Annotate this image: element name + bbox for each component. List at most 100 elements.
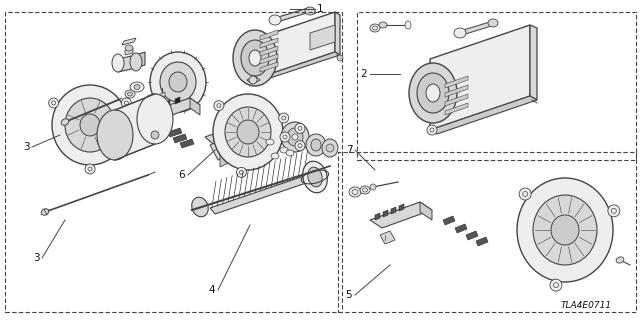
Polygon shape xyxy=(445,85,468,97)
Ellipse shape xyxy=(80,114,100,136)
Polygon shape xyxy=(210,140,230,160)
Ellipse shape xyxy=(122,98,131,108)
Ellipse shape xyxy=(49,98,59,108)
Ellipse shape xyxy=(308,167,322,187)
Ellipse shape xyxy=(280,147,288,153)
Polygon shape xyxy=(430,25,530,130)
Ellipse shape xyxy=(426,84,440,102)
Ellipse shape xyxy=(519,188,531,200)
Ellipse shape xyxy=(233,30,277,86)
Polygon shape xyxy=(310,25,335,50)
Ellipse shape xyxy=(305,7,315,15)
Ellipse shape xyxy=(137,94,173,144)
Text: 3: 3 xyxy=(22,142,29,152)
Polygon shape xyxy=(252,52,340,83)
Ellipse shape xyxy=(169,72,187,92)
Ellipse shape xyxy=(409,63,457,123)
Polygon shape xyxy=(122,38,136,45)
Ellipse shape xyxy=(241,40,269,76)
Polygon shape xyxy=(275,8,310,22)
Text: 6: 6 xyxy=(179,170,186,180)
Text: TLA4E0711: TLA4E0711 xyxy=(561,301,612,310)
Polygon shape xyxy=(370,202,432,228)
Ellipse shape xyxy=(360,186,370,194)
Text: 4: 4 xyxy=(209,285,215,295)
Ellipse shape xyxy=(61,119,68,125)
Polygon shape xyxy=(335,12,340,55)
Ellipse shape xyxy=(160,62,196,102)
Polygon shape xyxy=(260,62,278,72)
Ellipse shape xyxy=(287,128,303,146)
Ellipse shape xyxy=(249,76,257,84)
Polygon shape xyxy=(455,224,467,233)
Polygon shape xyxy=(168,128,182,137)
Polygon shape xyxy=(230,128,238,145)
Ellipse shape xyxy=(292,134,298,140)
Ellipse shape xyxy=(337,55,343,61)
Polygon shape xyxy=(173,134,187,143)
Polygon shape xyxy=(391,207,396,214)
Polygon shape xyxy=(118,55,136,72)
Polygon shape xyxy=(430,96,537,134)
Polygon shape xyxy=(247,76,260,84)
Polygon shape xyxy=(175,97,180,104)
Text: 7: 7 xyxy=(346,145,352,155)
Ellipse shape xyxy=(65,98,115,152)
Ellipse shape xyxy=(550,279,562,291)
Polygon shape xyxy=(380,231,395,244)
Ellipse shape xyxy=(130,82,144,92)
Ellipse shape xyxy=(295,141,305,151)
Polygon shape xyxy=(125,48,133,55)
Ellipse shape xyxy=(266,139,274,145)
Ellipse shape xyxy=(281,122,309,152)
Ellipse shape xyxy=(488,19,498,27)
Ellipse shape xyxy=(112,54,124,72)
Polygon shape xyxy=(476,237,488,246)
Ellipse shape xyxy=(370,24,380,32)
Polygon shape xyxy=(136,52,145,68)
Polygon shape xyxy=(383,210,388,217)
Ellipse shape xyxy=(125,45,133,51)
Ellipse shape xyxy=(616,257,624,263)
Ellipse shape xyxy=(225,107,271,157)
Polygon shape xyxy=(308,8,315,14)
Ellipse shape xyxy=(97,110,133,160)
Ellipse shape xyxy=(280,132,290,142)
Polygon shape xyxy=(160,92,165,98)
Text: 2: 2 xyxy=(361,69,367,79)
Ellipse shape xyxy=(311,139,321,151)
Ellipse shape xyxy=(322,139,338,157)
Ellipse shape xyxy=(271,153,279,159)
Polygon shape xyxy=(466,231,478,240)
Polygon shape xyxy=(445,76,468,88)
Ellipse shape xyxy=(417,73,449,113)
Polygon shape xyxy=(443,216,455,225)
Ellipse shape xyxy=(151,131,159,139)
Polygon shape xyxy=(260,46,278,56)
Ellipse shape xyxy=(551,215,579,245)
Text: 1: 1 xyxy=(317,4,323,14)
Ellipse shape xyxy=(237,120,259,144)
Polygon shape xyxy=(530,25,537,100)
Polygon shape xyxy=(399,204,404,211)
Ellipse shape xyxy=(125,90,135,98)
Ellipse shape xyxy=(236,167,246,177)
Ellipse shape xyxy=(127,92,132,96)
Polygon shape xyxy=(445,103,468,115)
Polygon shape xyxy=(220,150,230,167)
Polygon shape xyxy=(445,94,468,106)
Ellipse shape xyxy=(326,144,334,152)
Ellipse shape xyxy=(150,52,206,112)
Ellipse shape xyxy=(249,50,261,66)
Polygon shape xyxy=(375,213,380,220)
Ellipse shape xyxy=(214,101,224,111)
Text: 5: 5 xyxy=(346,290,352,300)
Polygon shape xyxy=(252,12,335,80)
Ellipse shape xyxy=(303,161,327,193)
Polygon shape xyxy=(260,38,278,48)
Ellipse shape xyxy=(286,150,294,156)
Polygon shape xyxy=(148,98,200,120)
Ellipse shape xyxy=(608,205,620,217)
Ellipse shape xyxy=(349,187,361,197)
Polygon shape xyxy=(190,98,200,115)
